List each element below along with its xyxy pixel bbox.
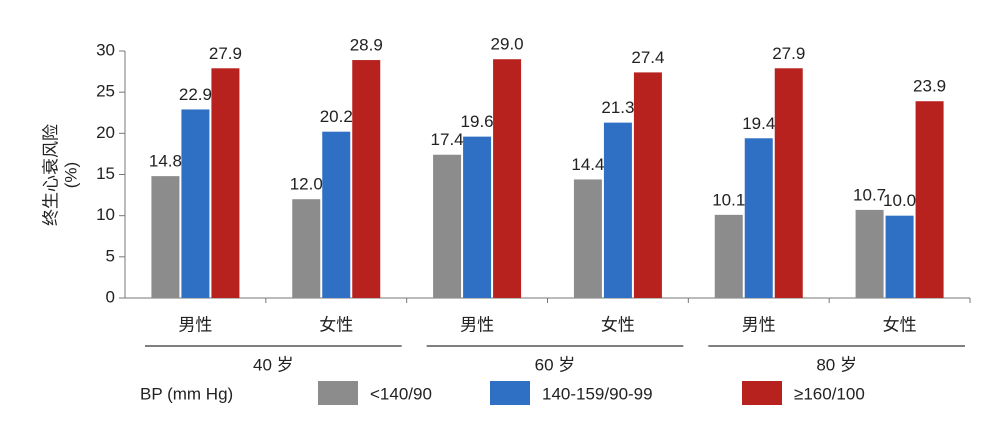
x-tick-label: 男性: [460, 315, 494, 334]
value-label: 21.3: [601, 98, 634, 117]
value-label: 27.4: [631, 48, 664, 67]
y-tick-label: 10: [96, 205, 115, 224]
value-label: 27.9: [209, 44, 242, 63]
legend-label: ≥160/100: [794, 384, 865, 403]
value-label: 19.4: [742, 114, 775, 133]
legend-swatch: [490, 381, 530, 405]
value-label: 19.6: [461, 112, 494, 131]
value-label: 10.0: [883, 191, 916, 210]
value-label: 20.2: [320, 107, 353, 126]
bar: [744, 138, 773, 298]
value-label: 10.7: [853, 185, 886, 204]
x-tick-label: 男性: [742, 315, 776, 334]
legend-swatch: [318, 381, 358, 405]
bar: [151, 176, 180, 298]
legend-label: <140/90: [370, 384, 432, 403]
y-tick-label: 0: [106, 287, 115, 306]
bar: [855, 209, 884, 298]
value-label: 23.9: [913, 77, 946, 96]
y-tick-label: 15: [96, 164, 115, 183]
value-label: 12.0: [290, 175, 323, 194]
x-tick-label: 女性: [883, 315, 917, 334]
value-label: 10.1: [712, 190, 745, 209]
group-label: 60 岁: [535, 355, 576, 374]
x-tick-label: 女性: [319, 315, 353, 334]
y-tick-label: 20: [96, 123, 115, 142]
y-axis-label: (%): [61, 162, 80, 188]
value-label: 28.9: [350, 36, 383, 55]
bar: [885, 215, 914, 298]
group-label: 40 岁: [253, 355, 294, 374]
bar: [774, 68, 803, 298]
bar: [463, 136, 492, 298]
bar: [633, 72, 662, 298]
y-tick-label: 5: [106, 246, 115, 265]
y-tick-label: 25: [96, 82, 115, 101]
value-label: 27.9: [772, 44, 805, 63]
bar: [211, 68, 240, 298]
legend-swatch: [742, 381, 782, 405]
bar: [322, 131, 351, 298]
legend-label: 140-159/90-99: [542, 384, 653, 403]
value-label: 14.8: [149, 152, 182, 171]
bar: [915, 101, 944, 299]
group-label: 80 岁: [816, 355, 857, 374]
bar: [493, 59, 522, 298]
value-label: 17.4: [431, 130, 464, 149]
bar: [433, 154, 462, 298]
value-label: 29.0: [491, 35, 524, 54]
bar: [714, 214, 743, 298]
value-label: 14.4: [571, 155, 604, 174]
bar: [573, 179, 602, 298]
x-tick-label: 男性: [178, 315, 212, 334]
bar: [181, 109, 210, 298]
value-label: 22.9: [179, 85, 212, 104]
legend-title: BP (mm Hg): [140, 384, 233, 403]
bar: [352, 60, 381, 298]
bar: [292, 199, 321, 298]
y-tick-label: 30: [96, 40, 115, 59]
x-tick-label: 女性: [601, 315, 635, 334]
bar: [603, 122, 632, 298]
y-axis-label: 终生心衰风险: [41, 124, 60, 226]
